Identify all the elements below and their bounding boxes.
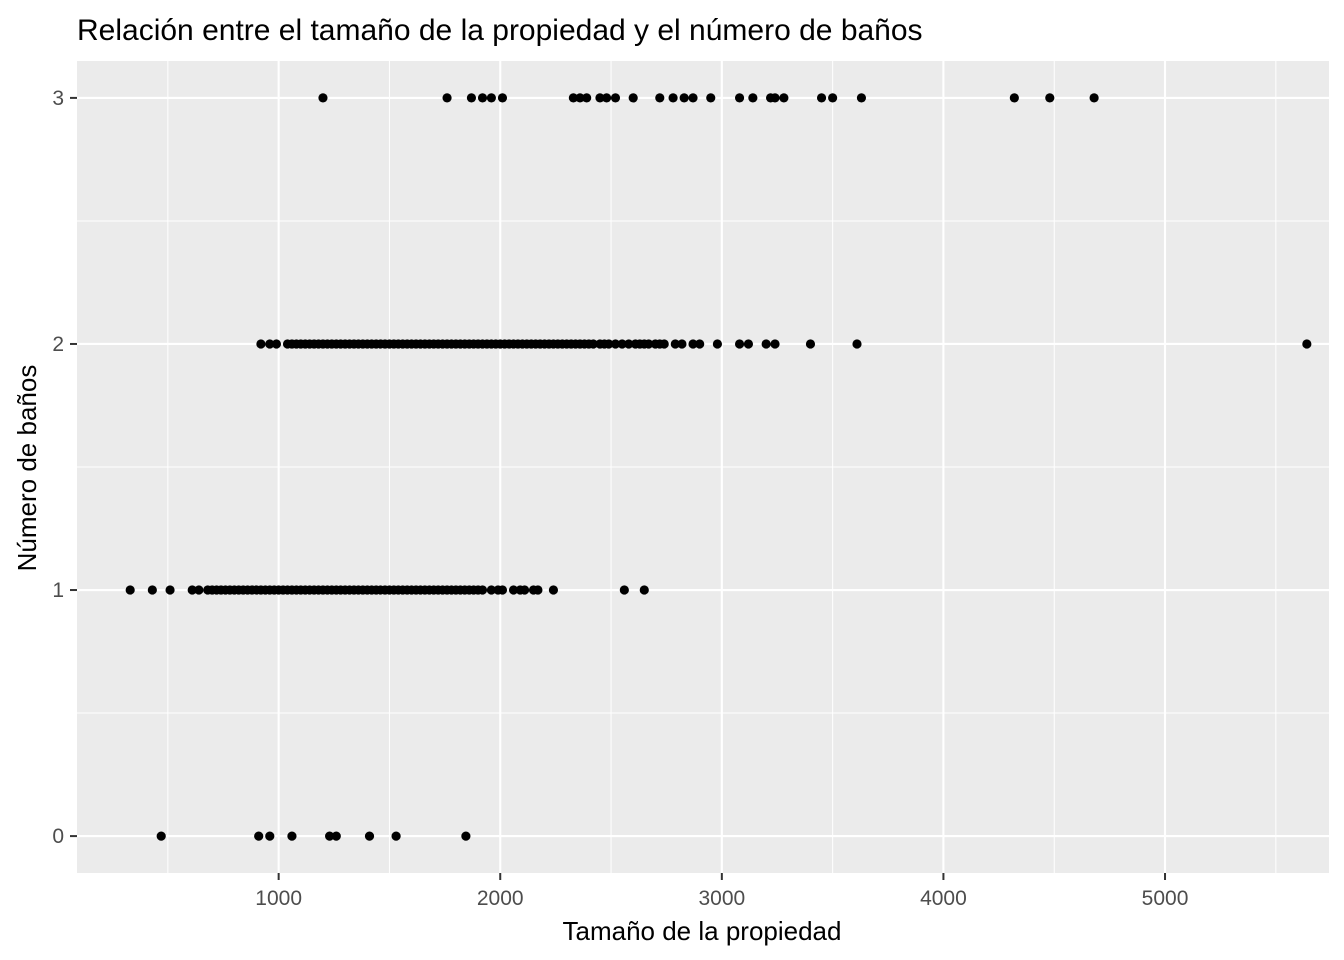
- x-tick-label: 2000: [477, 887, 524, 910]
- data-point: [256, 339, 266, 349]
- data-point: [779, 93, 789, 103]
- data-point: [624, 339, 634, 349]
- data-point: [391, 831, 401, 841]
- data-point: [497, 585, 508, 595]
- data-point: [602, 93, 612, 103]
- x-tick-label: 5000: [1142, 887, 1189, 910]
- data-point: [588, 339, 598, 349]
- data-point: [610, 93, 621, 103]
- x-tick-label: 3000: [698, 887, 745, 910]
- data-point: [364, 831, 375, 841]
- data-point: [604, 339, 614, 349]
- data-point: [761, 339, 771, 349]
- data-point: [743, 339, 754, 349]
- data-point: [325, 831, 335, 841]
- data-point: [816, 93, 827, 103]
- data-point: [770, 339, 780, 349]
- data-point: [533, 585, 543, 595]
- data-point: [156, 831, 166, 841]
- data-point: [331, 831, 341, 841]
- data-points: [125, 93, 1312, 841]
- data-point: [639, 585, 649, 595]
- data-point: [695, 339, 705, 349]
- data-point: [265, 339, 275, 349]
- data-point: [477, 93, 488, 103]
- data-point: [852, 339, 862, 349]
- y-axis: 0 1 2 3: [52, 87, 77, 848]
- data-point: [734, 93, 745, 103]
- x-tick-label: 4000: [920, 887, 967, 910]
- data-point: [595, 93, 605, 103]
- data-point: [712, 339, 723, 349]
- data-point: [668, 93, 678, 103]
- y-tick-label: 3: [52, 87, 64, 110]
- minor-gridlines: [77, 61, 1329, 873]
- data-point: [497, 93, 508, 103]
- data-point: [477, 585, 488, 595]
- x-axis: 1000 2000 3000 4000 5000: [255, 873, 1188, 910]
- data-point: [856, 93, 867, 103]
- data-point: [508, 585, 519, 595]
- data-point: [734, 339, 745, 349]
- chart-title: Relación entre el tamaño de la propiedad…: [77, 14, 923, 47]
- data-point: [194, 585, 204, 595]
- data-point: [748, 93, 758, 103]
- data-point: [770, 93, 780, 103]
- data-point: [644, 339, 654, 349]
- data-point: [1302, 339, 1312, 349]
- data-point: [187, 585, 197, 595]
- y-tick-label: 1: [52, 579, 64, 602]
- data-point: [582, 93, 592, 103]
- data-point: [548, 585, 559, 595]
- data-point: [147, 585, 157, 595]
- data-point: [610, 339, 621, 349]
- data-point: [486, 93, 496, 103]
- data-point: [828, 93, 838, 103]
- data-point: [287, 831, 297, 841]
- data-point: [670, 339, 680, 349]
- data-point: [254, 831, 264, 841]
- x-tick-label: 1000: [255, 887, 302, 910]
- y-axis-title: Número de baños: [12, 365, 42, 572]
- data-point: [442, 93, 452, 103]
- data-point: [805, 339, 816, 349]
- data-point: [677, 339, 687, 349]
- y-tick-label: 0: [52, 825, 64, 848]
- data-point: [679, 93, 689, 103]
- data-point: [1045, 93, 1055, 103]
- data-point: [568, 93, 578, 103]
- data-point: [688, 93, 698, 103]
- data-point: [125, 585, 135, 595]
- x-axis-title: Tamaño de la propiedad: [563, 916, 842, 946]
- y-tick-label: 2: [52, 333, 64, 356]
- data-point: [461, 831, 471, 841]
- data-point: [688, 339, 698, 349]
- data-point: [655, 93, 665, 103]
- data-point: [706, 93, 716, 103]
- data-point: [466, 93, 477, 103]
- data-point: [575, 93, 585, 103]
- data-point: [617, 339, 627, 349]
- data-point: [628, 93, 638, 103]
- data-point: [271, 339, 282, 349]
- data-point: [165, 585, 175, 595]
- data-point: [265, 831, 275, 841]
- data-point: [1089, 93, 1099, 103]
- data-point: [1009, 93, 1019, 103]
- data-point: [486, 585, 496, 595]
- data-point: [318, 93, 328, 103]
- data-point: [619, 585, 629, 595]
- data-point: [520, 585, 530, 595]
- data-point: [659, 339, 669, 349]
